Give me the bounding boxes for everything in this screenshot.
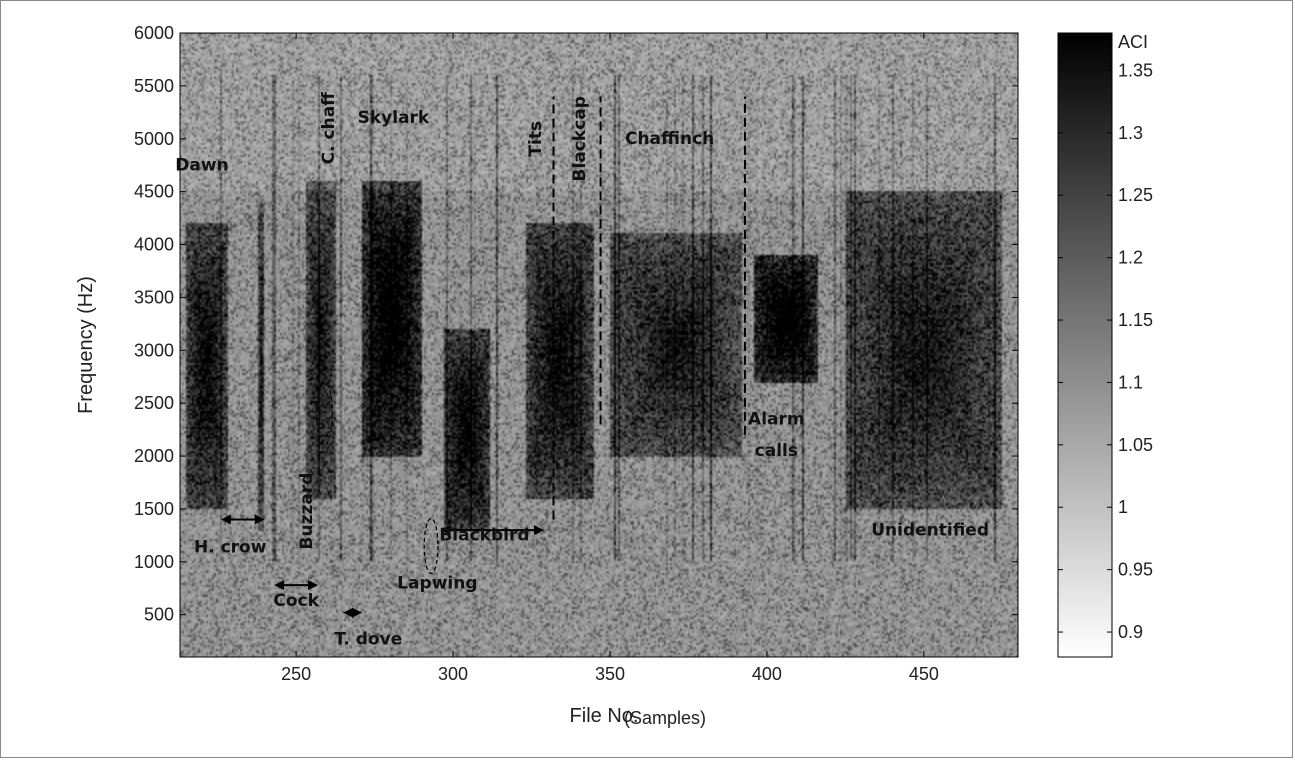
annotation-label: Blackcap (570, 96, 590, 181)
annotation-label: Tits (526, 121, 546, 157)
range-arrow (220, 514, 265, 525)
y-tick-label: 1000 (134, 552, 174, 572)
annotation-label: H. crow (194, 537, 267, 557)
x-axis-label-suffix: (Samples) (624, 708, 706, 728)
colorbar-tick-label: 0.95 (1118, 560, 1153, 580)
y-tick-label: 3000 (134, 340, 174, 360)
plot-area (180, 33, 1018, 657)
colorbar-label: ACI (1118, 32, 1148, 52)
y-tick-label: 500 (144, 605, 174, 625)
annotation-label: Cock (273, 591, 319, 611)
y-tick-label: 2000 (134, 446, 174, 466)
annotation-label: Chaffinch (625, 129, 714, 149)
axes: 250 300 350 400 450 500 1000 1500 2000 2500 3000 35… (75, 23, 1019, 728)
colorbar: 0.9 0.95 1 1.05 1.1 1.15 1.2 1.25 1.3 1.35 ACI (1057, 32, 1153, 658)
y-tick-label: 2500 (134, 393, 174, 413)
range-arrow (274, 580, 319, 591)
colorbar-tick-label: 1.3 (1118, 123, 1143, 143)
range-arrow (440, 525, 545, 536)
colorbar-tick-label: 1.25 (1118, 185, 1153, 205)
annotation-label: calls (755, 441, 798, 461)
annotation-label: Buzzard (297, 473, 317, 550)
y-tick-label: 4000 (134, 235, 174, 255)
y-tick-label: 5500 (134, 76, 174, 96)
x-tick-label: 350 (595, 664, 625, 684)
x-tick-label: 450 (909, 664, 939, 684)
y-tick-label: 4500 (134, 182, 174, 202)
x-axis-label: File No. (570, 705, 639, 727)
annotation-layer: Dawn Skylark C. chaff Tits Blackcap Chaffinch… (175, 92, 989, 649)
x-tick-label: 250 (281, 664, 311, 684)
annotation-label: Dawn (175, 155, 228, 175)
annotation-label: Lapwing (397, 573, 477, 593)
y-tick-label: 5000 (134, 129, 174, 149)
highlight-ellipse (423, 517, 439, 575)
colorbar-tick-label: 1.1 (1118, 372, 1143, 392)
annotation-label: Skylark (358, 108, 430, 128)
y-axis-label: Frequency (Hz) (75, 276, 97, 414)
annotation-label: Blackbird (439, 526, 529, 546)
annotation-label: T. dove (334, 629, 402, 649)
x-tick-label: 300 (438, 664, 468, 684)
y-tick-label: 1500 (134, 499, 174, 519)
colorbar-tick-label: 1.35 (1118, 60, 1153, 80)
colorbar-tick-label: 1.05 (1118, 435, 1153, 455)
y-tick-label: 3500 (134, 287, 174, 307)
plot-frame (179, 32, 1019, 658)
x-tick-label: 400 (752, 664, 782, 684)
colorbar-tick-label: 1.15 (1118, 310, 1153, 330)
range-arrow (343, 607, 363, 618)
colorbar-tick-label: 1 (1118, 497, 1128, 517)
annotation-label: Alarm (748, 409, 805, 429)
colorbar-tick-label: 0.9 (1118, 622, 1143, 642)
heatmap-raster (180, 33, 1018, 657)
colorbar-gradient (1057, 32, 1113, 658)
y-tick-label: 6000 (134, 23, 174, 43)
highlight-ellipse (315, 381, 333, 447)
annotation-label: C. chaff (319, 92, 339, 165)
annotation-label: Unidentified (871, 520, 989, 540)
colorbar-tick-label: 1.2 (1118, 248, 1143, 268)
